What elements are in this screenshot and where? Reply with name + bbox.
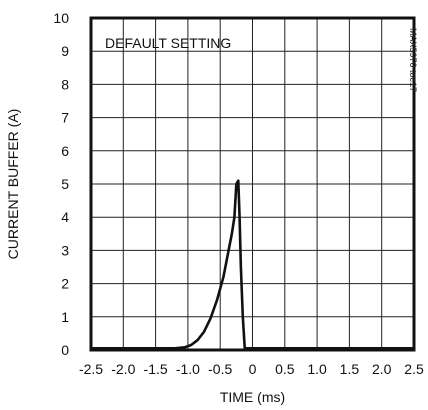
series-line-current-buffer (89, 179, 416, 350)
x-tick-label: 2.0 (372, 361, 392, 377)
x-tick-label: 2.5 (404, 361, 424, 377)
x-tick-label: -0.5 (208, 361, 232, 377)
x-tick-label: 0.5 (275, 361, 295, 377)
x-tick-label: 0 (249, 361, 257, 377)
x-tick-label: -1.0 (176, 361, 200, 377)
y-tick-label: 1 (61, 309, 69, 325)
y-tick-label: 6 (61, 143, 69, 159)
x-tick-label: -2.0 (111, 361, 135, 377)
grid (90, 17, 415, 351)
y-tick-label: 4 (61, 209, 69, 225)
y-tick-label: 2 (61, 276, 69, 292)
y-tick-label: 5 (61, 176, 69, 192)
x-tick-label: 1.5 (340, 361, 360, 377)
figure-code: MAX5970 toc17 (408, 28, 418, 92)
y-tick-label: 7 (61, 110, 69, 126)
y-tick-label: 3 (61, 242, 69, 258)
y-tick-labels: 0 1 2 3 4 5 6 7 8 9 10 (53, 10, 69, 358)
y-axis-title: CURRENT BUFFER (A) (5, 109, 21, 260)
x-axis-title: TIME (ms) (220, 389, 285, 405)
series-layer (89, 179, 416, 350)
y-tick-label: 10 (53, 10, 69, 26)
y-tick-label: 9 (61, 43, 69, 59)
annotation-default-setting: DEFAULT SETTING (105, 35, 231, 51)
y-tick-label: 0 (61, 342, 69, 358)
y-tick-label: 8 (61, 76, 69, 92)
plot-frame (89, 16, 416, 352)
x-tick-label: 1.0 (307, 361, 327, 377)
x-tick-label: -2.5 (79, 361, 103, 377)
x-tick-label: -1.5 (144, 361, 168, 377)
x-tick-labels: -2.5 -2.0 -1.5 -1.0 -0.5 0 0.5 1.0 1.5 2.0 2.5 (79, 361, 424, 377)
